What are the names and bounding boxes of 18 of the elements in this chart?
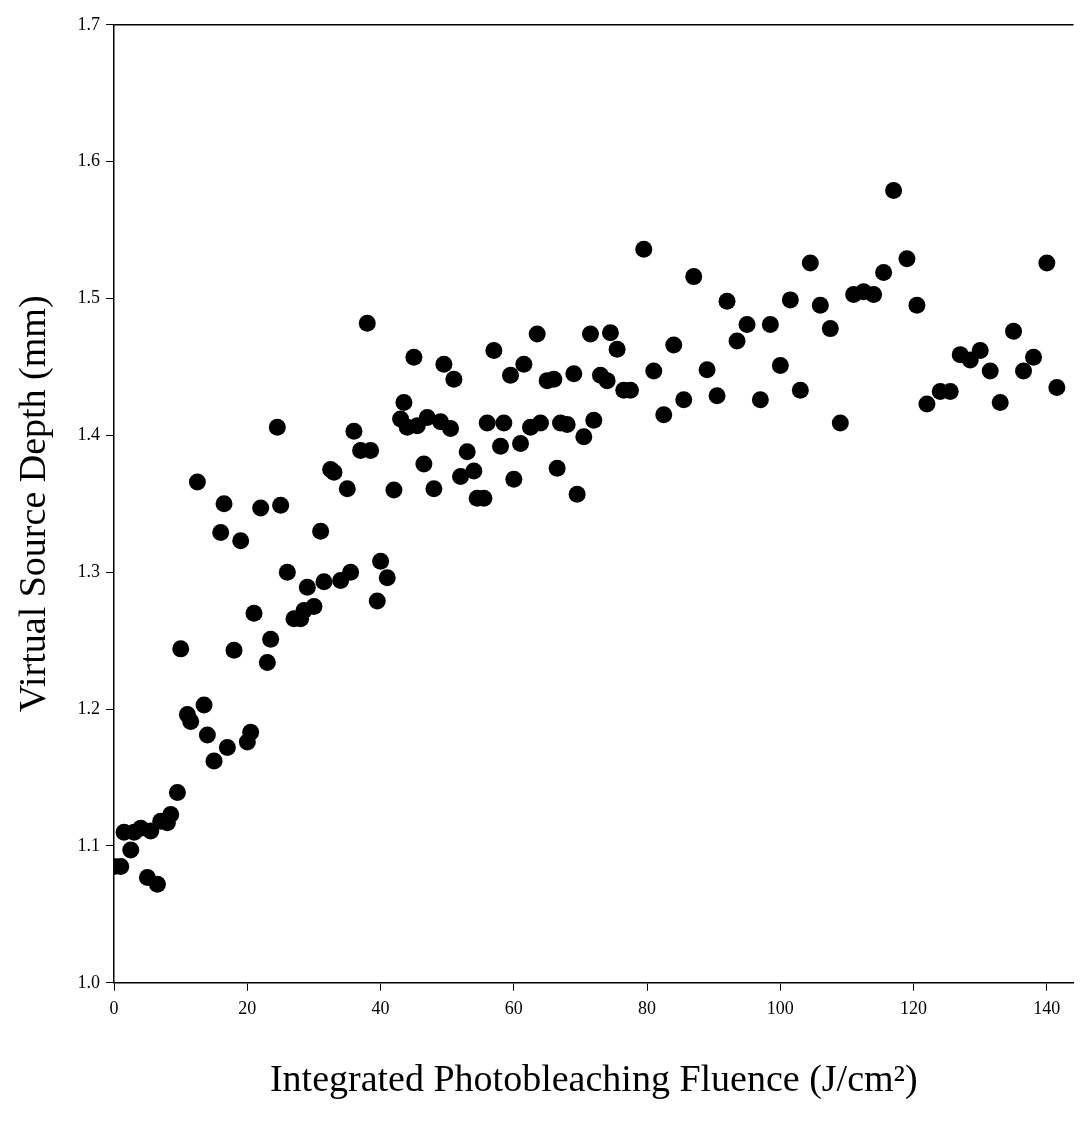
y-tick-label: 1.6: [77, 150, 101, 171]
y-tick-label: 1.0: [77, 971, 101, 992]
y-tick-label: 1.5: [77, 287, 101, 308]
y-tick-label: 1.1: [77, 834, 101, 855]
x-tick-label: 20: [238, 998, 257, 1019]
x-tick-label: 80: [638, 998, 657, 1019]
y-tick-label: 1.7: [77, 13, 101, 34]
x-tick-label: 140: [1033, 998, 1061, 1019]
x-axis-title: Integrated Photobleaching Fluence (J/cm²): [269, 1057, 918, 1101]
x-tick-label: 0: [109, 998, 119, 1019]
x-tick-label: 60: [504, 998, 523, 1019]
y-tick-label: 1.2: [77, 697, 101, 718]
x-tick-label: 40: [371, 998, 390, 1019]
x-tick-label: 100: [766, 998, 794, 1019]
x-tick-label: 120: [900, 998, 928, 1019]
y-tick-label: 1.4: [77, 424, 101, 445]
y-axis-title: Virtual Source Depth (mm): [10, 295, 54, 713]
y-tick-label: 1.3: [77, 560, 101, 581]
